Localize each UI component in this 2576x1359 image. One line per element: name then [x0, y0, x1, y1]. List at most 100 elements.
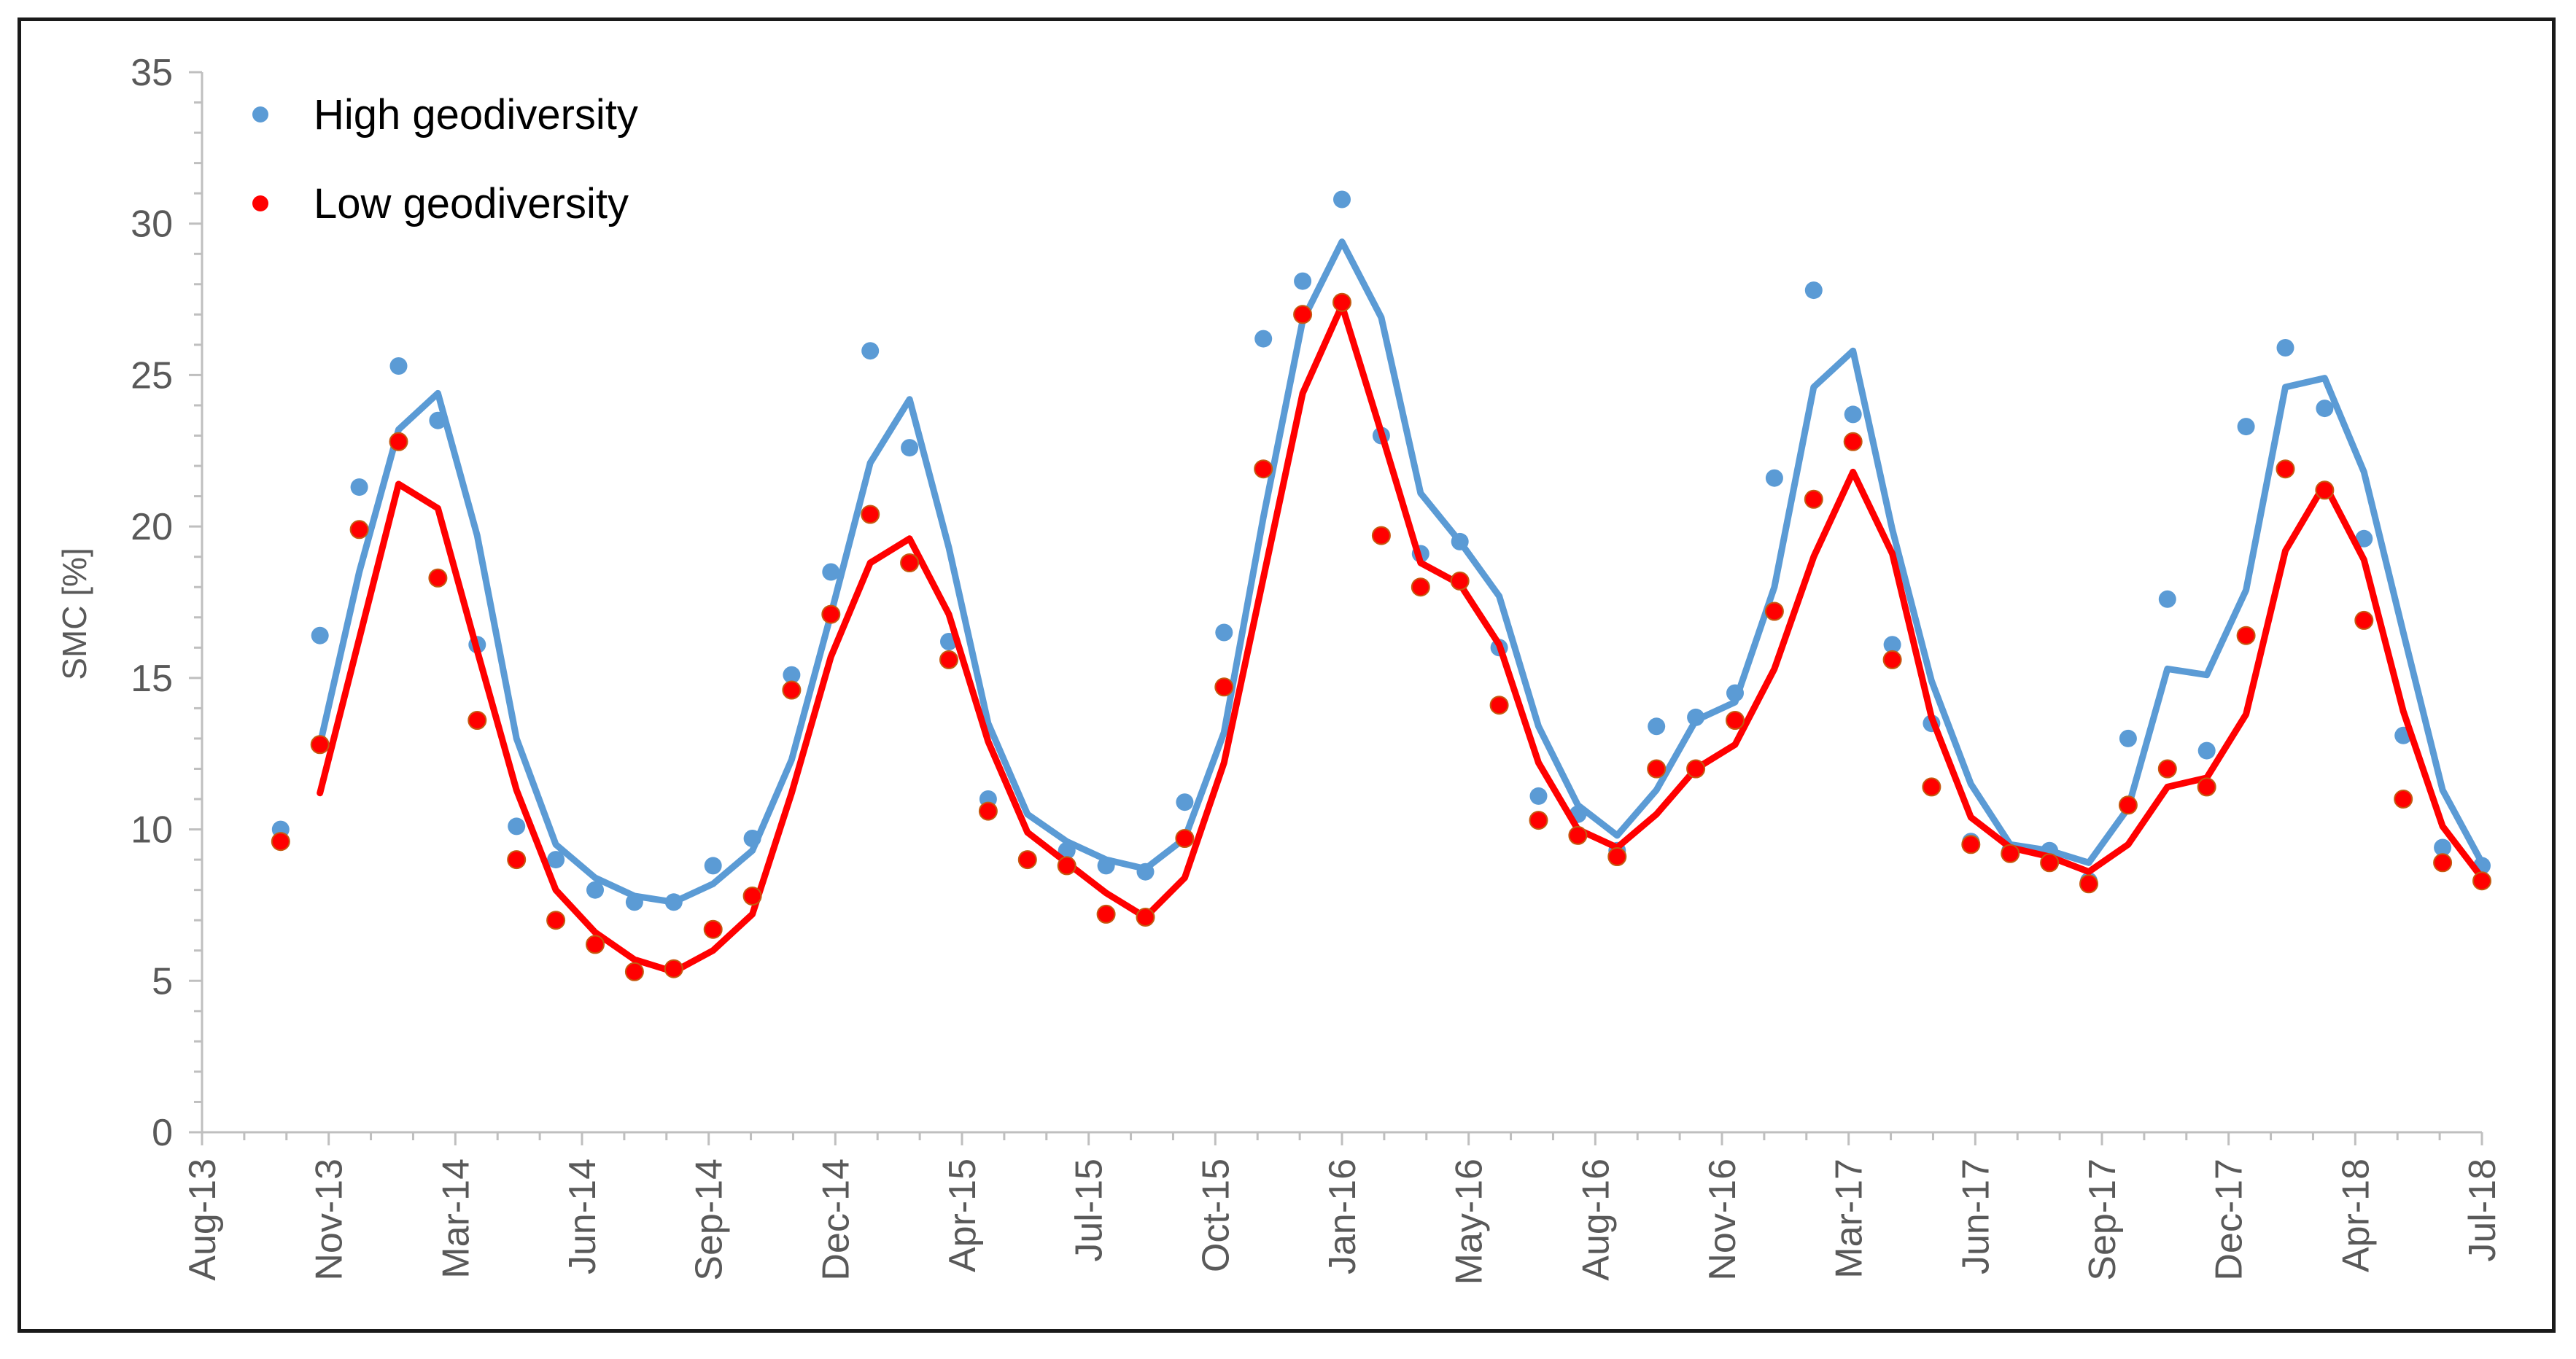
data-point: [2315, 480, 2335, 500]
data-point: [1215, 623, 1233, 642]
x-tick-label: Aug-16: [1575, 1159, 1617, 1281]
data-point: [2472, 871, 2491, 891]
data-point: [1097, 857, 1115, 875]
data-point: [624, 962, 644, 981]
x-tick-label: May-16: [1448, 1159, 1491, 1285]
x-tick-label: Jul-15: [1068, 1159, 1111, 1262]
data-point: [1294, 272, 1312, 290]
x-tick-label: Nov-16: [1702, 1159, 1744, 1281]
x-tick-label: Sep-14: [688, 1159, 731, 1281]
data-point: [1254, 459, 1273, 479]
data-point: [1096, 904, 1116, 924]
data-point: [1057, 856, 1076, 876]
data-point: [1922, 777, 1941, 797]
data-point: [821, 604, 841, 624]
data-point: [2276, 459, 2295, 479]
data-point: [2354, 610, 2374, 630]
x-tick-label: Apr-15: [942, 1159, 984, 1272]
data-point: [1726, 711, 1745, 730]
data-point: [939, 650, 958, 669]
data-point: [2079, 874, 2098, 894]
x-tick-label: Mar-14: [435, 1159, 477, 1279]
data-point: [1882, 650, 1902, 669]
data-point: [1687, 708, 1705, 726]
chart-frame: [18, 17, 2556, 1333]
x-tick-label: Mar-17: [1828, 1159, 1871, 1279]
data-point: [1450, 571, 1470, 591]
data-point: [2394, 790, 2413, 809]
data-point: [1804, 281, 1823, 300]
data-point: [783, 666, 801, 684]
data-point: [743, 830, 761, 847]
data-point: [1489, 696, 1509, 715]
data-point: [586, 881, 604, 899]
axes: [201, 72, 2482, 1134]
y-tick-label: 0: [152, 1112, 173, 1154]
data-point: [1411, 577, 1430, 597]
data-point: [546, 911, 566, 930]
data-point: [389, 432, 408, 451]
data-point: [782, 680, 802, 700]
x-tick-label: Oct-15: [1195, 1159, 1237, 1272]
data-point: [1176, 793, 1194, 811]
y-tick-label: 10: [131, 809, 173, 852]
legend: High geodiversity Low geodiversity: [252, 91, 638, 227]
data-point: [1254, 330, 1273, 348]
data-point: [1058, 841, 1076, 860]
data-point: [703, 919, 723, 939]
data-point: [1214, 677, 1234, 697]
data-point: [349, 520, 369, 540]
y-tick-label: 15: [131, 658, 173, 700]
data-point: [1764, 601, 1784, 621]
legend-label: High geodiversity: [314, 91, 638, 139]
data-point: [2040, 853, 2060, 873]
y-tick-label: 20: [131, 506, 173, 548]
data-point: [1136, 862, 1155, 881]
data-point: [1883, 636, 1901, 654]
x-tick-label: Aug-13: [182, 1159, 224, 1281]
data-point: [1648, 717, 1666, 736]
data-point: [1647, 759, 1667, 779]
data-point: [1371, 526, 1391, 545]
x-axis-ticks: Aug-13 Nov-13 Mar-14 Jun-14 Sep-14 Dec-14 Apr-…: [182, 1132, 2504, 1285]
data-point: [2433, 853, 2453, 873]
data-point: [2157, 759, 2177, 779]
series-low-geodiversity: [271, 292, 2491, 981]
data-point: [1844, 405, 1862, 424]
data-point: [429, 411, 447, 429]
data-point: [1529, 811, 1548, 830]
x-tick-label: Jul-18: [2461, 1159, 2504, 1262]
data-point: [1017, 850, 1037, 870]
x-tick-label: Dec-17: [2208, 1159, 2251, 1281]
data-point: [2276, 339, 2294, 357]
x-tick-label: Nov-13: [309, 1159, 351, 1281]
data-point: [2118, 795, 2138, 815]
data-point: [664, 959, 683, 978]
data-point: [2236, 626, 2256, 645]
data-point: [350, 478, 368, 497]
data-point: [1451, 532, 1469, 550]
data-point: [625, 893, 643, 911]
legend-marker: [252, 106, 268, 122]
data-point: [1961, 835, 1981, 854]
data-point: [2197, 741, 2216, 760]
data-point: [586, 935, 605, 954]
y-tick-label: 35: [131, 52, 173, 94]
data-point: [1175, 829, 1195, 848]
data-point: [1293, 305, 1313, 324]
y-tick-label: 30: [131, 203, 173, 246]
data-point: [547, 851, 565, 869]
x-tick-label: Apr-18: [2335, 1159, 2377, 1272]
data-point: [2197, 777, 2216, 797]
data-point: [2316, 400, 2334, 418]
y-tick-label: 25: [131, 354, 173, 397]
x-tick-label: Sep-17: [2082, 1159, 2124, 1281]
data-point: [2355, 529, 2373, 548]
data-point: [2158, 590, 2176, 608]
data-point: [900, 553, 920, 572]
data-point: [978, 801, 998, 821]
legend-marker: [252, 195, 268, 211]
data-point: [1726, 684, 1744, 702]
data-point: [271, 832, 290, 852]
data-point: [1686, 759, 1706, 779]
